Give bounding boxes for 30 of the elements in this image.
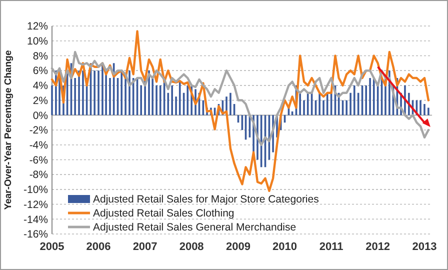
- y-tick-label: 2%: [32, 94, 48, 107]
- x-tick-label: 2009: [226, 241, 250, 253]
- y-tick-label: -8%: [29, 169, 48, 182]
- y-tick-label: -16%: [23, 228, 48, 241]
- line-series: [50, 50, 430, 146]
- y-tick-label: 4%: [32, 80, 48, 92]
- y-axis-title: Year-Over-Year Percentage Change: [3, 50, 14, 210]
- y-tick-label: -10%: [23, 184, 48, 196]
- legend-label: Adjusted Retail Sales General Merchandise: [93, 222, 296, 234]
- y-tick-label: -2%: [29, 124, 48, 137]
- x-tick-label: 2006: [86, 241, 111, 253]
- y-tick-label: 0%: [32, 110, 48, 122]
- y-tick-label: 8%: [32, 50, 48, 62]
- y-tick-label: -6%: [29, 154, 48, 166]
- y-tick-label: -4%: [29, 140, 48, 152]
- y-tick-label: 10%: [26, 36, 48, 48]
- x-tick-label: 2011: [319, 241, 344, 253]
- y-tick-label: -12%: [23, 198, 48, 211]
- x-tick-label: 2005: [40, 241, 64, 253]
- y-tick-label: 12%: [26, 20, 48, 33]
- legend-label: Adjusted Retail Sales for Major Store Categories: [93, 194, 319, 206]
- x-tick-label: 2008: [179, 241, 204, 253]
- x-tick-label: 2010: [272, 241, 298, 253]
- x-tick-label: 2012: [366, 241, 390, 253]
- x-tick-label: 2007: [132, 241, 158, 253]
- line-series: [50, 30, 430, 192]
- x-tick-label: 2013: [412, 241, 437, 253]
- legend-label: Adjusted Retail Sales Clothing: [93, 208, 234, 220]
- y-tick-label: 6%: [32, 65, 48, 78]
- y-tick-label: -14%: [23, 214, 48, 226]
